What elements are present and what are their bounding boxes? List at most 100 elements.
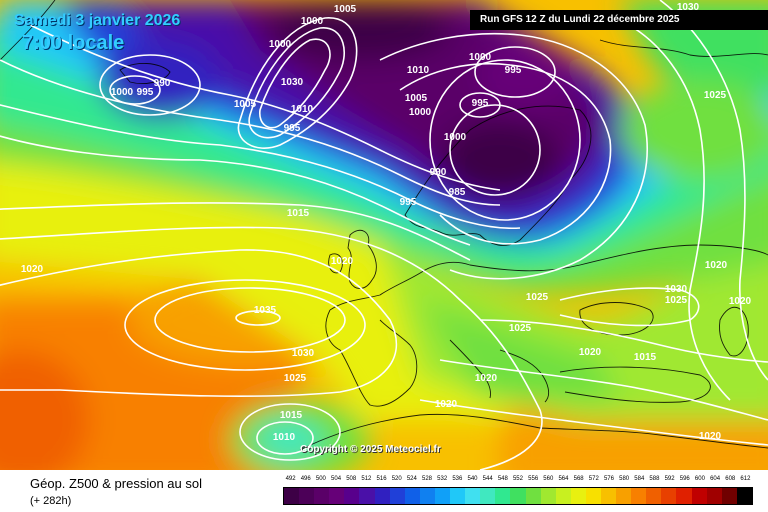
- legend-swatch: [434, 488, 451, 504]
- legend-label: 588: [649, 476, 660, 482]
- legend-swatch: [495, 488, 511, 504]
- legend-label: 564: [558, 476, 569, 482]
- legend-swatch: [510, 488, 526, 504]
- forecast-date: Samedi 3 janvier 2026: [14, 12, 181, 29]
- legend-swatch: [585, 488, 601, 504]
- legend-label: 504: [331, 476, 342, 482]
- color-legend: 492 496 500 504 508 512 516 520 524 528 532 536 540 5…: [283, 476, 753, 506]
- legend-label: 524: [406, 476, 417, 482]
- legend-label: 552: [512, 476, 523, 482]
- isobar-label: 1025: [665, 295, 688, 306]
- isobar-label: 1030: [665, 284, 688, 295]
- legend-label: 492: [285, 476, 296, 482]
- legend-swatch: [374, 488, 390, 504]
- legend-swatch: [299, 488, 315, 504]
- legend-label: 600: [694, 476, 705, 482]
- legend-label: 608: [725, 476, 736, 482]
- legend-label: 612: [740, 476, 751, 482]
- isobar-label: 1020: [729, 296, 752, 307]
- isobar-label: 1020: [705, 260, 728, 271]
- isobar-label: 1000: [301, 16, 324, 27]
- legend-label: 536: [452, 476, 463, 482]
- legend-swatch: [359, 488, 375, 504]
- isobar-label: 1020: [21, 264, 44, 275]
- legend-swatch: [676, 488, 692, 504]
- legend-swatch: [389, 488, 405, 504]
- run-info: Run GFS 12 Z du Lundi 22 décembre 2025: [470, 10, 768, 30]
- legend-swatch: [570, 488, 586, 504]
- isobar-label: 1005: [334, 4, 357, 15]
- legend-label: 496: [300, 476, 311, 482]
- isobar-label: 1020: [579, 347, 602, 358]
- legend-swatch: [555, 488, 571, 504]
- isobar-label: 1035: [254, 305, 277, 316]
- isobar-label: 990: [154, 78, 171, 89]
- legend-swatch: [450, 488, 466, 504]
- isobar-label: 1020: [699, 431, 722, 442]
- legend-swatch: [480, 488, 496, 504]
- legend-swatch: [631, 488, 647, 504]
- legend-swatch: [284, 488, 300, 504]
- legend-swatch: [404, 488, 420, 504]
- legend-swatch: [525, 488, 541, 504]
- legend-swatch: [329, 488, 345, 504]
- isobar-label: 995: [400, 197, 417, 208]
- isobar-label: 1030: [281, 77, 304, 88]
- isobar-label: 985: [449, 187, 466, 198]
- isobar-label: 1005: [405, 93, 428, 104]
- legend-swatch: [691, 488, 707, 504]
- legend-swatch: [419, 488, 435, 504]
- legend-swatch: [314, 488, 330, 504]
- isobar-label: 1025: [526, 292, 549, 303]
- isobar-label: 1000: [444, 132, 467, 143]
- legend-labels: 492 496 500 504 508 512 516 520 524 528 532 536 540 5…: [283, 476, 753, 486]
- legend-label: 596: [679, 476, 690, 482]
- legend-label: 540: [467, 476, 478, 482]
- isobar-label: 995: [505, 65, 522, 76]
- isobar-label: 1000: [469, 52, 492, 63]
- legend-label: 548: [497, 476, 508, 482]
- isobar-label: 1015: [634, 352, 657, 363]
- legend-swatch: [721, 488, 737, 504]
- legend-label: 508: [346, 476, 357, 482]
- isobar-label: 1010: [273, 432, 296, 443]
- isobar-label: 1000: [269, 39, 292, 50]
- legend-label: 576: [603, 476, 614, 482]
- coastlines: [0, 0, 768, 451]
- legend-bar: [283, 487, 753, 505]
- legend-label: 584: [634, 476, 645, 482]
- legend-swatch: [465, 488, 481, 504]
- isobar-label: 1020: [435, 399, 458, 410]
- legend-label: 556: [528, 476, 539, 482]
- legend-label: 512: [361, 476, 372, 482]
- product-title: Géop. Z500 & pression au sol: [30, 476, 202, 491]
- isobar-label: 1030: [677, 2, 700, 13]
- z500-color-field: [0, 0, 768, 470]
- isobar-label: 990: [430, 167, 447, 178]
- isobar-label: 1025: [704, 90, 727, 101]
- legend-label: 528: [422, 476, 433, 482]
- legend-label: 532: [437, 476, 448, 482]
- isobar-label: 1000: [111, 87, 134, 98]
- legend-swatch: [661, 488, 677, 504]
- legend-label: 580: [619, 476, 630, 482]
- isobar-label: 1025: [284, 373, 307, 384]
- isobar-label: 1020: [475, 373, 498, 384]
- isobar-label: 995: [137, 87, 154, 98]
- legend-label: 604: [710, 476, 721, 482]
- isobar-label: 1020: [331, 256, 354, 267]
- legend-label: 568: [573, 476, 584, 482]
- isobar-label: 1005: [234, 99, 257, 110]
- legend-swatch: [736, 488, 752, 504]
- lead-time: (+ 282h): [30, 495, 72, 507]
- isobar-lines: [0, 0, 768, 470]
- legend-label: 500: [315, 476, 326, 482]
- legend-swatch: [600, 488, 617, 504]
- legend-label: 544: [482, 476, 493, 482]
- legend-swatch: [616, 488, 632, 504]
- forecast-time: 7:00 locale: [22, 32, 125, 54]
- legend-swatch: [344, 488, 360, 504]
